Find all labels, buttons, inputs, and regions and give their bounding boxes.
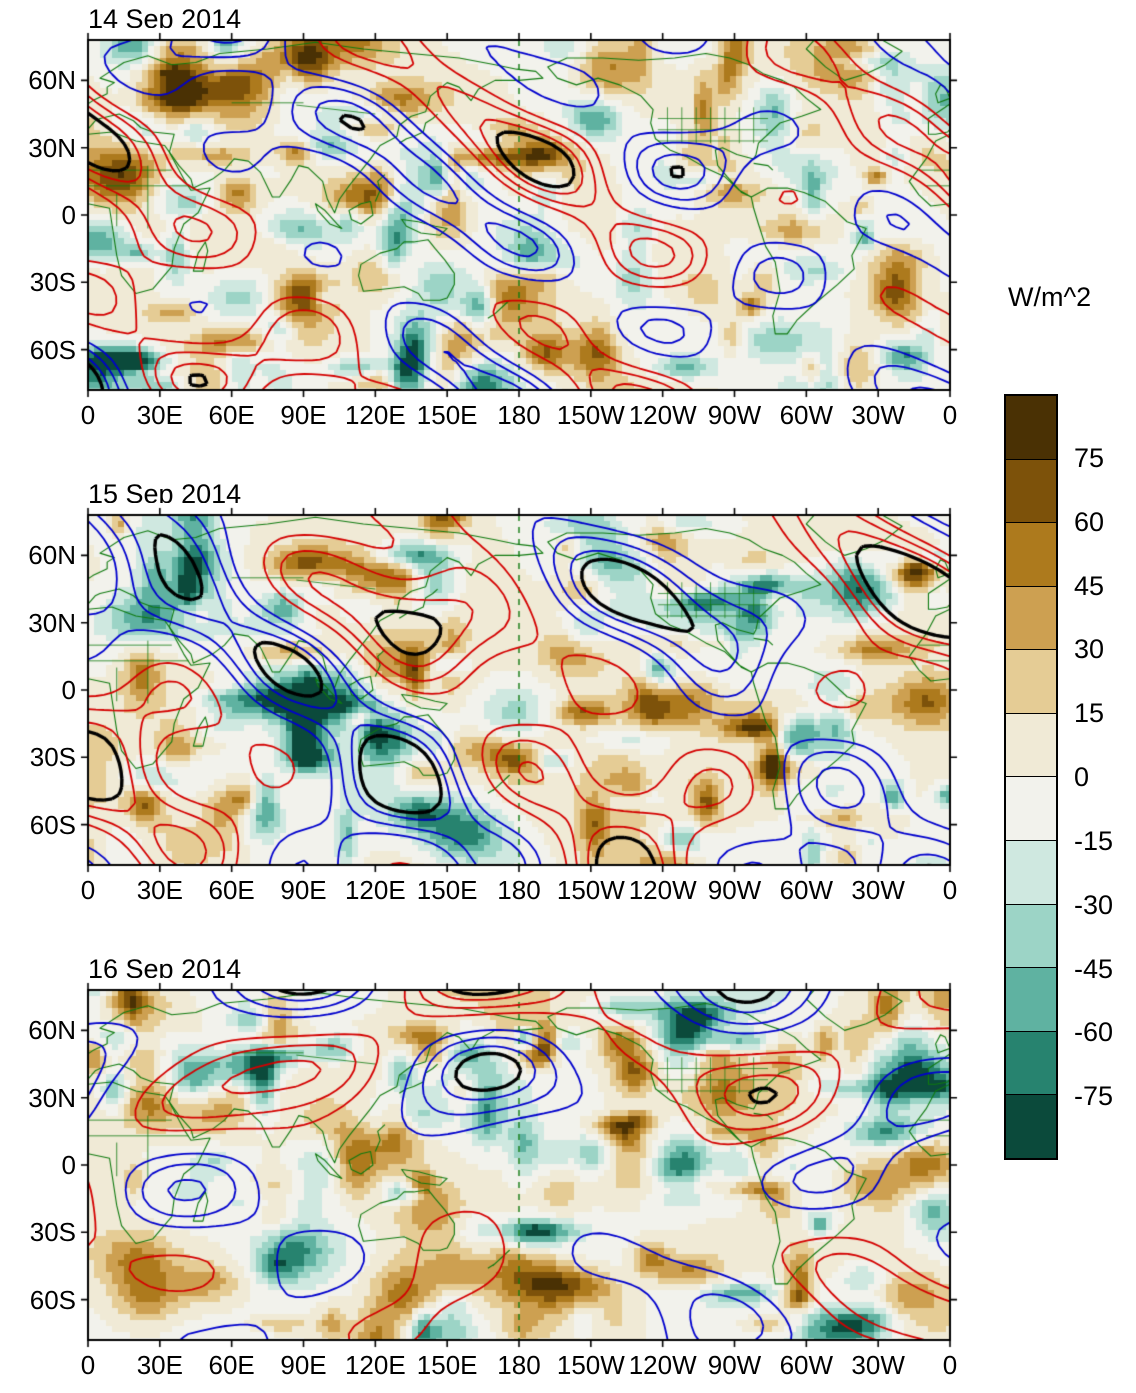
colorbar-unit-label: W/m^2 — [1008, 282, 1092, 312]
y-tick-label: 30S — [29, 742, 76, 773]
x-tick-label: 60E — [208, 875, 255, 905]
colorbar-tick-label: 30 — [1074, 634, 1105, 665]
x-tick-label: 60W — [779, 400, 834, 430]
colorbar-tick-label: 60 — [1074, 506, 1105, 537]
colorbar-swatch — [1006, 396, 1056, 460]
y-tick-label: 60S — [29, 1284, 76, 1315]
y-tick-label: 0 — [61, 1150, 76, 1180]
colorbar-tick-label: 15 — [1074, 698, 1105, 729]
colorbar-swatch — [1006, 904, 1056, 969]
x-tick-label: 90E — [280, 1350, 327, 1380]
x-tick-label: 60W — [779, 1350, 834, 1380]
x-tick-label: 0 — [80, 875, 96, 905]
map-canvas — [76, 978, 962, 1352]
x-tick-label: 0 — [80, 1350, 96, 1380]
x-tick-label: 0 — [942, 875, 958, 905]
colorbar-swatch — [1006, 713, 1056, 778]
colorbar-tick-label: 75 — [1074, 442, 1105, 473]
x-tick-label: 180 — [497, 400, 541, 430]
x-tick-label: 0 — [80, 400, 96, 430]
y-tick-label: 30N — [28, 132, 76, 163]
colorbar-tick-label: -15 — [1074, 825, 1114, 856]
colorbar-swatch — [1006, 1095, 1056, 1158]
colorbar-tick-label: -45 — [1074, 953, 1114, 984]
x-tick-label: 180 — [497, 1350, 541, 1380]
colorbar-tick-label: -60 — [1074, 1017, 1114, 1048]
x-tick-label: 90W — [707, 875, 762, 905]
y-tick-label: 60S — [29, 809, 76, 840]
x-tick-label: 150E — [416, 1350, 478, 1380]
y-tick-label: 30N — [28, 1082, 76, 1113]
y-tick-label: 30S — [29, 1217, 76, 1248]
y-tick-label: 0 — [61, 200, 76, 230]
x-tick-label: 90E — [280, 400, 327, 430]
x-tick-label: 180 — [497, 875, 541, 905]
y-tick-label: 60N — [28, 1015, 76, 1046]
map-canvas — [76, 503, 962, 877]
x-tick-label: 0 — [942, 400, 958, 430]
x-tick-label: 120W — [628, 875, 697, 905]
x-tick-label: 150E — [416, 400, 478, 430]
colorbar-swatch — [1006, 523, 1056, 587]
x-tick-label: 150E — [416, 875, 478, 905]
x-tick-label: 30E — [136, 1350, 183, 1380]
x-tick-label: 120E — [344, 1350, 406, 1380]
colorbar-tick-label: -75 — [1074, 1081, 1114, 1112]
colorbar-swatch — [1006, 777, 1056, 842]
x-tick-label: 0 — [942, 1350, 958, 1380]
x-tick-label: 90W — [707, 1350, 762, 1380]
x-tick-label: 150W — [556, 1350, 625, 1380]
x-tick-label: 30W — [851, 400, 905, 430]
x-tick-label: 60E — [208, 400, 255, 430]
x-tick-label: 120W — [628, 400, 697, 430]
x-tick-label: 120W — [628, 1350, 697, 1380]
x-tick-label: 30E — [136, 400, 183, 430]
colorbar-swatch — [1006, 459, 1056, 524]
x-tick-label: 120E — [344, 400, 406, 430]
x-tick-label: 30E — [136, 875, 183, 905]
colorbar-swatches — [1004, 394, 1058, 1160]
x-tick-label: 90E — [280, 875, 327, 905]
y-tick-label: 60N — [28, 65, 76, 96]
colorbar-swatch — [1006, 586, 1056, 651]
x-tick-label: 30W — [851, 875, 905, 905]
map-canvas — [76, 28, 962, 402]
x-tick-label: 60W — [779, 875, 834, 905]
x-tick-label: 150W — [556, 875, 625, 905]
x-tick-label: 150W — [556, 400, 625, 430]
colorbar-tick-label: -30 — [1074, 889, 1114, 920]
x-tick-label: 90W — [707, 400, 762, 430]
y-tick-label: 60S — [29, 334, 76, 365]
colorbar-tick-label: 0 — [1074, 762, 1090, 792]
y-tick-label: 30N — [28, 607, 76, 638]
x-tick-label: 60E — [208, 1350, 255, 1380]
colorbar-swatch — [1006, 841, 1056, 905]
colorbar-swatch — [1006, 1031, 1056, 1096]
y-tick-label: 0 — [61, 675, 76, 705]
y-tick-label: 60N — [28, 540, 76, 571]
colorbar-swatch — [1006, 968, 1056, 1032]
colorbar-tick-label: 45 — [1074, 570, 1105, 601]
x-tick-label: 30W — [851, 1350, 905, 1380]
x-tick-label: 120E — [344, 875, 406, 905]
y-tick-label: 30S — [29, 267, 76, 298]
colorbar-swatch — [1006, 650, 1056, 714]
